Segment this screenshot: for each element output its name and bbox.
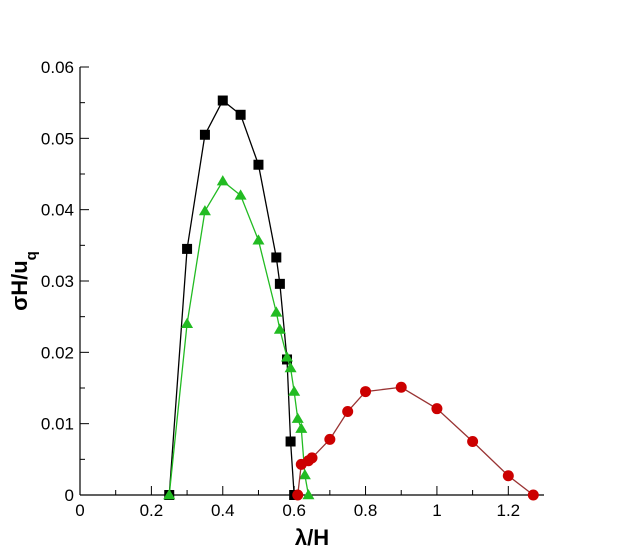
data-point bbox=[199, 129, 210, 140]
x-tick-label: 0.4 bbox=[211, 501, 235, 520]
data-point bbox=[502, 470, 514, 482]
data-point bbox=[274, 278, 285, 289]
data-point bbox=[235, 109, 246, 120]
x-axis-title: λ/H bbox=[295, 525, 329, 550]
data-point bbox=[298, 469, 311, 480]
data-point bbox=[302, 489, 315, 500]
tick-marks bbox=[79, 66, 509, 496]
data-point bbox=[306, 452, 318, 464]
y-tick-label: 0.01 bbox=[41, 415, 74, 434]
y-tick-label: 0.03 bbox=[41, 272, 74, 291]
x-tick-label: 0.8 bbox=[354, 501, 378, 520]
data-point bbox=[253, 159, 264, 170]
axes bbox=[79, 67, 544, 496]
data-point bbox=[181, 317, 194, 328]
data-point bbox=[217, 95, 228, 106]
data-point bbox=[252, 234, 265, 245]
y-axis-title: σH/uq bbox=[7, 251, 40, 311]
data-point bbox=[284, 362, 297, 373]
data-point bbox=[270, 306, 283, 317]
data-point bbox=[360, 386, 372, 398]
series-circle bbox=[292, 381, 539, 501]
y-tick-label: 0.02 bbox=[41, 343, 74, 362]
series-group bbox=[163, 95, 539, 501]
series-line bbox=[168, 99, 295, 496]
data-point bbox=[295, 422, 308, 433]
data-point bbox=[291, 412, 304, 423]
data-point bbox=[395, 381, 407, 393]
series-square bbox=[164, 95, 300, 500]
x-tick-label: 0.6 bbox=[282, 501, 306, 520]
x-tick-label: 1.2 bbox=[496, 501, 520, 520]
y-tick-label: 0 bbox=[65, 486, 74, 505]
x-tick-label: 0.2 bbox=[140, 501, 164, 520]
x-tick-label: 0 bbox=[75, 501, 84, 520]
data-point bbox=[285, 436, 296, 447]
data-point bbox=[163, 489, 176, 500]
data-point bbox=[273, 323, 286, 334]
data-point bbox=[288, 385, 301, 396]
x-tick-label: 1 bbox=[432, 501, 441, 520]
data-point bbox=[182, 243, 193, 254]
data-point bbox=[281, 351, 294, 362]
y-tick-label: 0.05 bbox=[41, 129, 74, 148]
data-point bbox=[234, 189, 247, 200]
data-point bbox=[271, 252, 282, 263]
series-triangle bbox=[163, 175, 315, 500]
data-point bbox=[198, 205, 211, 216]
data-point bbox=[467, 436, 479, 447]
y-tick-label: 0.04 bbox=[41, 201, 74, 220]
tick-labels: 0 0.2 0.4 0.6 0.8 1 1.2 0 0.01 0.02 0.03 0.04 0.05 0.… bbox=[41, 58, 520, 520]
data-point bbox=[324, 433, 336, 445]
data-point bbox=[527, 489, 539, 501]
data-point bbox=[342, 406, 354, 418]
y-tick-label: 0.06 bbox=[41, 58, 74, 77]
data-point bbox=[216, 175, 229, 186]
data-point bbox=[292, 489, 304, 501]
data-point bbox=[431, 403, 443, 415]
